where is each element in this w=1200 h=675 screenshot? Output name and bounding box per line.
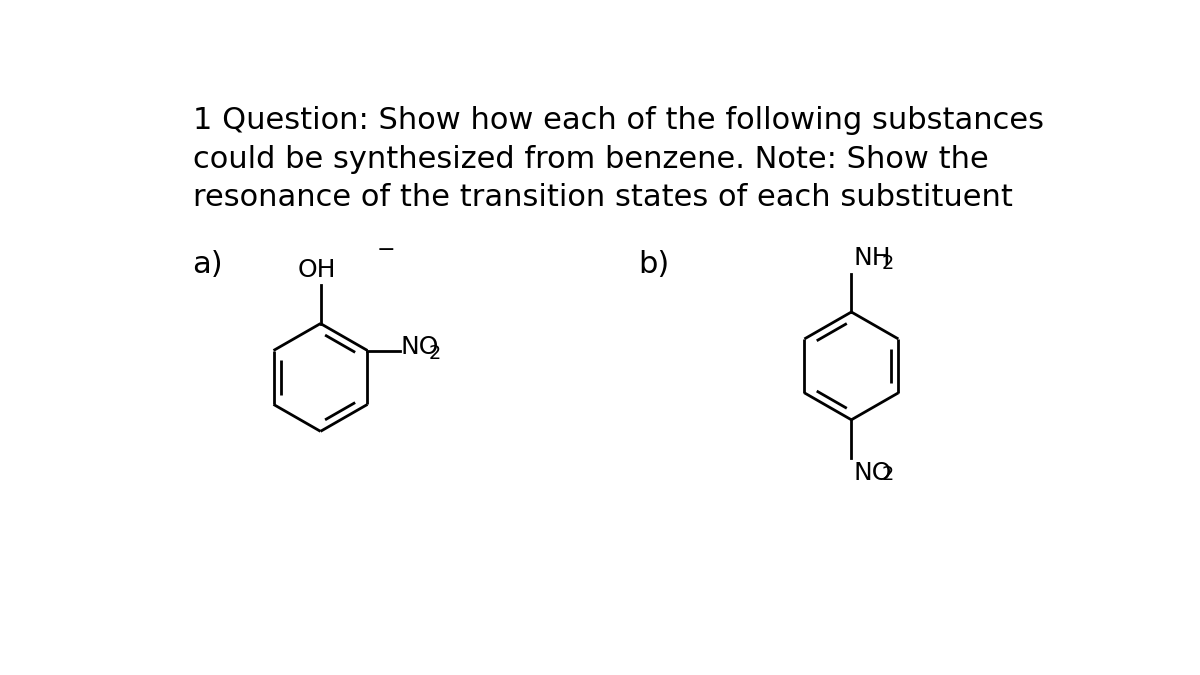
Text: a): a) xyxy=(193,250,223,279)
Text: 2: 2 xyxy=(881,465,894,484)
Text: OH: OH xyxy=(298,258,336,282)
Text: NO: NO xyxy=(853,462,892,485)
Text: 2: 2 xyxy=(428,344,440,363)
Text: b): b) xyxy=(638,250,670,279)
Text: could be synthesized from benzene. Note: Show the: could be synthesized from benzene. Note:… xyxy=(193,145,989,174)
Text: NO: NO xyxy=(401,335,439,359)
Text: NH: NH xyxy=(853,246,892,271)
Text: resonance of the transition states of each substituent: resonance of the transition states of ea… xyxy=(193,184,1013,213)
Text: 1 Question: Show how each of the following substances: 1 Question: Show how each of the followi… xyxy=(193,107,1044,136)
Text: −: − xyxy=(377,240,396,261)
Text: 2: 2 xyxy=(882,254,894,273)
